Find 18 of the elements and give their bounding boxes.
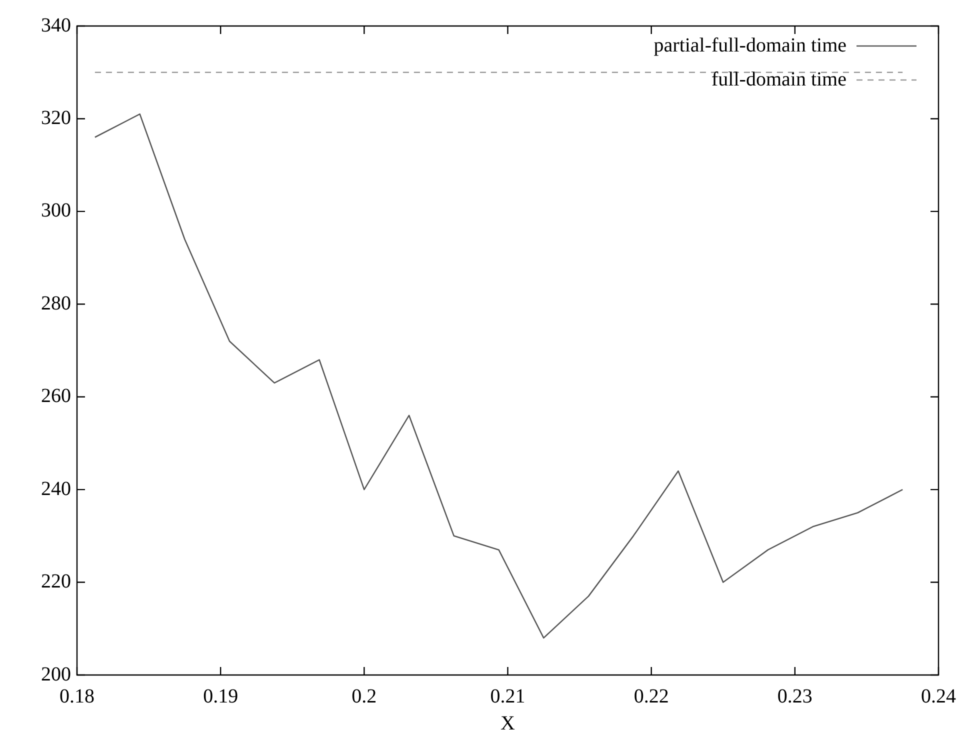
- y-tick-label: 220: [41, 570, 71, 593]
- x-tick-label: 0.22: [634, 685, 669, 708]
- y-tick-label: 280: [41, 292, 71, 314]
- x-tick-label: 0.19: [203, 685, 238, 708]
- legend-label: full-domain time: [712, 68, 847, 90]
- x-tick-label: 0.18: [60, 685, 94, 708]
- y-tick-label: 340: [41, 14, 71, 36]
- y-tick-label: 260: [41, 385, 71, 408]
- x-tick-label: 0.2: [352, 685, 377, 708]
- y-tick-label: 240: [41, 478, 71, 500]
- y-tick-label: 320: [41, 106, 71, 129]
- x-tick-label: 0.23: [777, 685, 812, 708]
- legend-label: partial-full-domain time: [654, 34, 847, 56]
- x-tick-label: 0.21: [490, 685, 526, 708]
- x-tick-label: 0.24: [921, 685, 956, 708]
- y-tick-label: 200: [41, 663, 71, 686]
- x-axis-title: X: [500, 712, 516, 734]
- y-tick-label: 300: [41, 200, 71, 222]
